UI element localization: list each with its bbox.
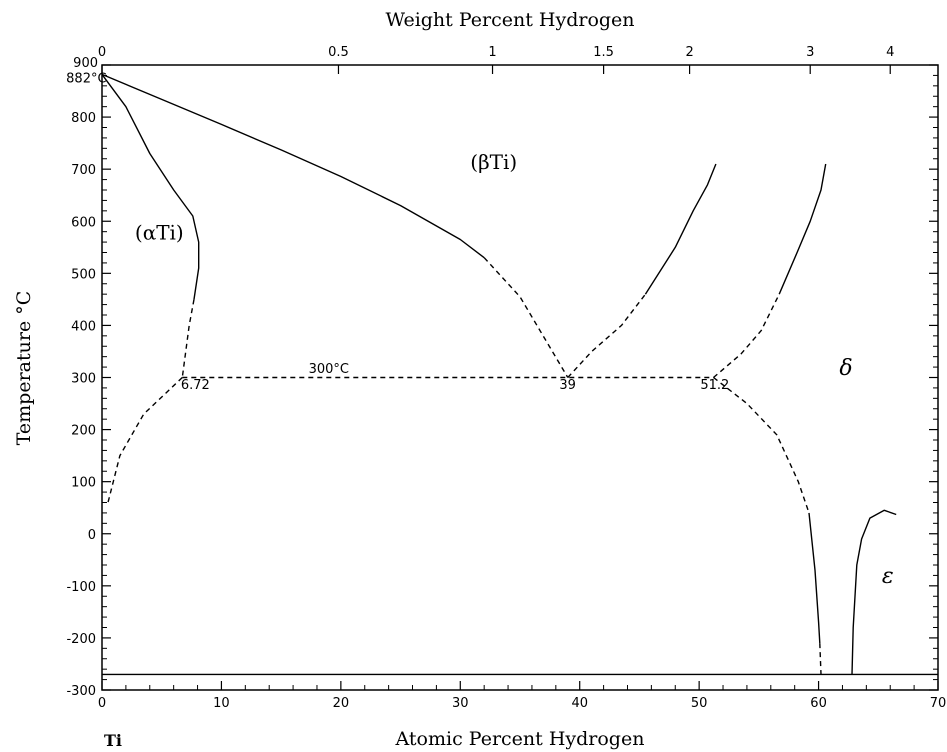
- x-tick-label: 30: [452, 696, 469, 711]
- x-tick-label: 0: [98, 696, 106, 711]
- top-tick-label: 0: [98, 45, 106, 60]
- top-tick-label: 2: [685, 45, 693, 60]
- y-tick-label: 700: [71, 163, 96, 178]
- annotation-label: 882°C: [66, 72, 106, 87]
- top-tick-label: 3: [806, 45, 814, 60]
- titanium-corner-label: Ti: [104, 731, 122, 750]
- top-tick-label: 1.5: [593, 45, 614, 60]
- x-tick-label: 20: [333, 696, 350, 711]
- phase-boundary-dashed: [567, 293, 646, 378]
- top-axis-title: Weight Percent Hydrogen: [385, 9, 634, 31]
- phase-label: ε: [882, 564, 894, 589]
- y-tick-label: -100: [66, 580, 96, 595]
- y-tick-label: -300: [66, 684, 96, 699]
- annotation-label: 300°C: [309, 362, 349, 377]
- phase-boundary-dashed: [713, 376, 810, 514]
- x-tick-label: 10: [213, 696, 230, 711]
- axes-group: 0 10 20 30 40 50 60 70-300-200-1000100200300400…: [66, 45, 946, 711]
- top-tick-label: 1: [488, 45, 496, 60]
- phase-boundary-solid: [851, 509, 897, 675]
- x-tick-label: 70: [930, 696, 947, 711]
- phase-boundary-dashed: [713, 293, 780, 379]
- x-tick-label: 40: [571, 696, 588, 711]
- phase-boundary-solid: [101, 73, 200, 300]
- y-tick-label: 300: [71, 372, 96, 387]
- y-tick-label: 200: [71, 424, 96, 439]
- phase-label: δ: [839, 356, 852, 381]
- y-tick-label: -200: [66, 632, 96, 647]
- y-tick-label: 100: [71, 476, 96, 491]
- annotation-label: 51.2: [700, 378, 729, 393]
- y-tick-label: 0: [88, 528, 96, 543]
- y-tick-label: 800: [71, 111, 96, 126]
- labels-group: (αTi) (βTi) δ ε 882°C 300°C 6.72 39 51.2: [66, 72, 894, 590]
- x-tick-label: 50: [691, 696, 708, 711]
- phase-label: (αTi): [135, 220, 184, 244]
- y-tick-label: 400: [71, 319, 96, 334]
- x-axis-title: Atomic Percent Hydrogen: [395, 728, 645, 750]
- top-tick-label: 4: [886, 45, 894, 60]
- y-axis-title: Temperature °C: [13, 291, 35, 446]
- phase-boundary-solid: [644, 163, 717, 295]
- y-tick-label: 500: [71, 267, 96, 282]
- annotation-label: 6.72: [181, 378, 210, 393]
- phase-boundary-solid: [808, 512, 821, 644]
- y-tick-label-900: 900: [73, 56, 98, 71]
- top-tick-label: 0.5: [328, 45, 349, 60]
- annotation-label: 39: [559, 378, 576, 393]
- phase-boundaries-group: [101, 73, 938, 676]
- y-tick-label: 600: [71, 215, 96, 230]
- x-tick-label: 60: [810, 696, 827, 711]
- phase-label: (βTi): [470, 150, 517, 174]
- phase-boundary-solid: [778, 163, 827, 295]
- phase-boundary-solid: [101, 73, 485, 259]
